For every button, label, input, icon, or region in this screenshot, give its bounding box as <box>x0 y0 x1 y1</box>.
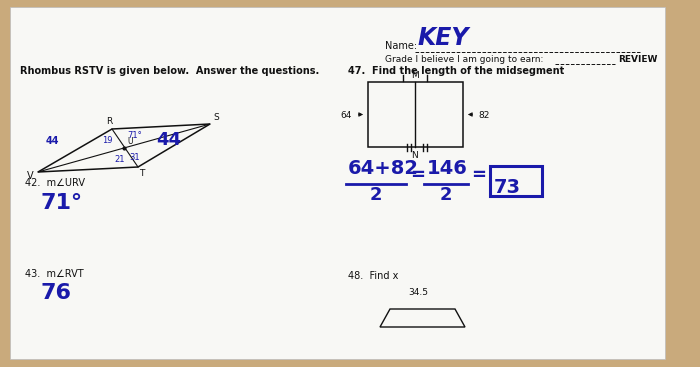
Text: Name:: Name: <box>385 41 417 51</box>
Text: 42.  m∠URV: 42. m∠URV <box>25 178 85 188</box>
Text: 31: 31 <box>129 153 139 162</box>
Text: REVIEW: REVIEW <box>618 55 657 64</box>
Text: V: V <box>27 171 34 181</box>
Text: U: U <box>127 137 132 146</box>
Text: =: = <box>410 166 425 184</box>
Text: 146: 146 <box>427 159 468 178</box>
Text: 2: 2 <box>440 186 452 204</box>
Text: Rhombus RSTV is given below.  Answer the questions.: Rhombus RSTV is given below. Answer the … <box>20 66 319 76</box>
Text: =: = <box>471 166 486 184</box>
FancyBboxPatch shape <box>10 7 665 359</box>
Text: 64+82: 64+82 <box>348 159 419 178</box>
Text: 43.  m∠RVT: 43. m∠RVT <box>25 269 83 279</box>
Text: 71°: 71° <box>127 131 141 140</box>
Text: S: S <box>213 113 218 122</box>
Text: 19: 19 <box>102 136 113 145</box>
Text: 73: 73 <box>494 178 521 197</box>
Text: 64: 64 <box>340 112 351 120</box>
Text: T: T <box>139 169 144 178</box>
Text: 34.5: 34.5 <box>408 288 428 297</box>
Bar <box>368 82 463 147</box>
Text: 82: 82 <box>478 112 489 120</box>
Text: M: M <box>411 71 419 80</box>
Text: Grade I believe I am going to earn:: Grade I believe I am going to earn: <box>385 55 543 64</box>
Bar <box>490 166 542 196</box>
Text: R: R <box>106 117 112 126</box>
Text: 21: 21 <box>114 155 125 164</box>
Text: 2: 2 <box>370 186 382 204</box>
Text: 48.  Find x: 48. Find x <box>348 271 398 281</box>
Text: 44: 44 <box>156 131 181 149</box>
Text: 47.  Find the length of the midsegment: 47. Find the length of the midsegment <box>348 66 564 76</box>
Text: 71°: 71° <box>40 193 82 213</box>
Text: 44: 44 <box>46 136 60 146</box>
Text: KEY: KEY <box>418 26 470 50</box>
Text: N: N <box>411 151 418 160</box>
Text: 76: 76 <box>40 283 71 303</box>
